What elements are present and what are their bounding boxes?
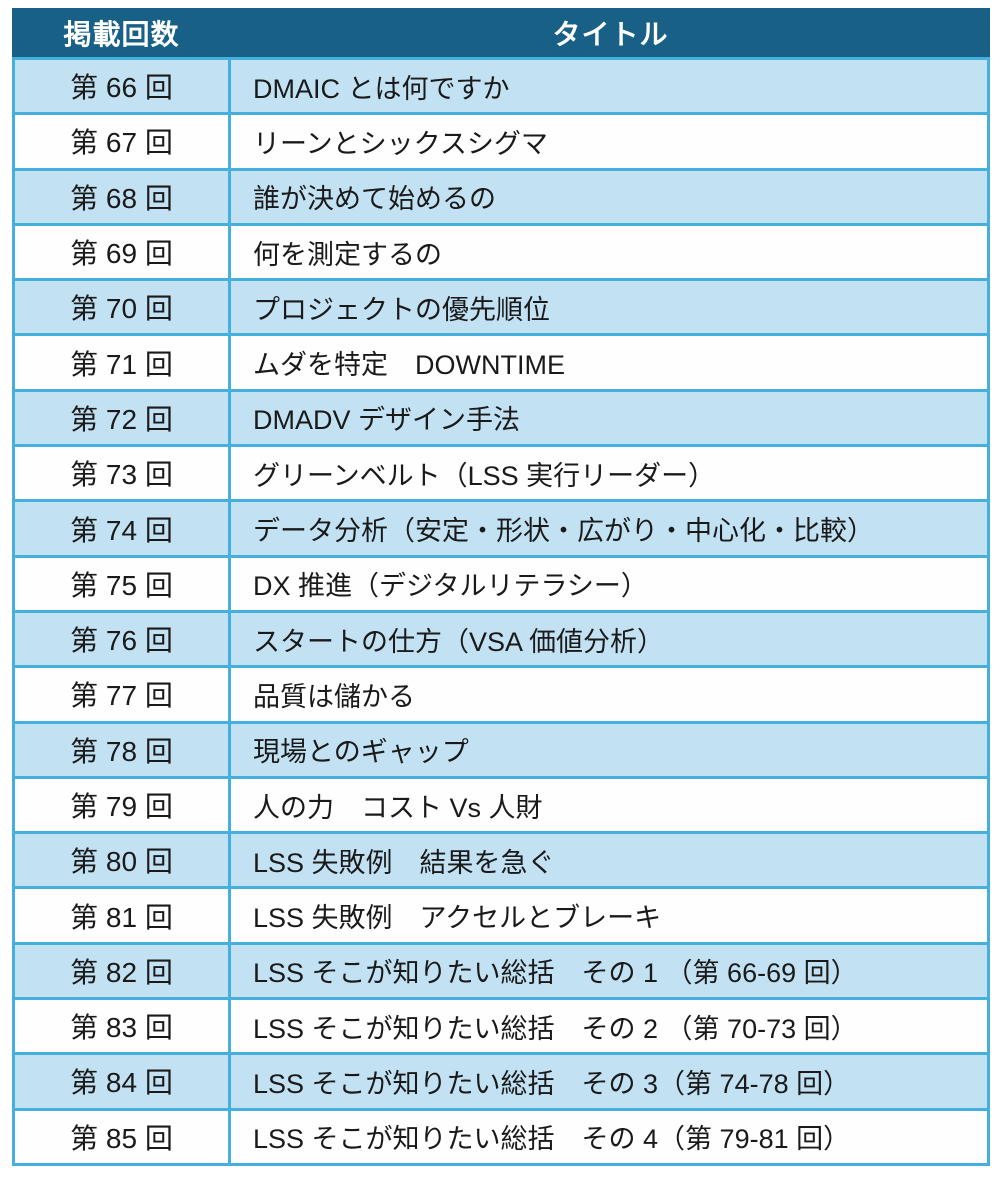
title-cell: データ分析（安定・形状・広がり・中心化・比較） <box>253 516 874 547</box>
table-row: 第 74 回 データ分析（安定・形状・広がり・中心化・比較） <box>15 502 987 558</box>
episode-cell: 第 75 回 <box>15 557 231 610</box>
title-cell: 人の力 コスト Vs 人財 <box>253 792 543 823</box>
table-body: 第 66 回 DMAIC とは何ですか 第 67 回 リーンとシックスシグマ 第… <box>12 57 990 1166</box>
episode-cell: 第 85 回 <box>15 1110 231 1163</box>
table-row: 第 76 回 スタートの仕方（VSA 価値分析） <box>15 612 987 669</box>
header-cell-title: タイトル <box>552 18 669 50</box>
title-cell: 誰が決めて始めるの <box>253 184 496 215</box>
episode-cell: 第 82 回 <box>15 944 231 998</box>
episode-cell: 第 66 回 <box>15 60 231 113</box>
table-row: 第 83 回 LSS そこが知りたい総括 その 2 （第 70-73 回） <box>15 1000 987 1056</box>
title-cell: LSS そこが知りたい総括 その 3（第 74-78 回） <box>253 1068 851 1099</box>
header-cell-episode: 掲載回数 <box>63 18 180 50</box>
title-cell: DMADV デザイン手法 <box>253 405 521 436</box>
episode-cell: 第 84 回 <box>15 1055 231 1108</box>
table-row: 第 75 回 DX 推進（デジタルリテラシー） <box>15 557 987 613</box>
title-cell: DMAIC とは何ですか <box>253 73 510 104</box>
table-header-row: 掲載回数 タイトル <box>12 8 990 57</box>
episode-cell: 第 78 回 <box>15 723 231 776</box>
table-row: 第 66 回 DMAIC とは何ですか <box>15 60 987 116</box>
title-cell: 何を測定するの <box>253 239 442 270</box>
episode-cell: 第 68 回 <box>15 170 231 223</box>
episode-cell: 第 74 回 <box>15 502 231 555</box>
title-cell: DX 推進（デジタルリテラシー） <box>253 571 648 602</box>
episode-cell: 第 77 回 <box>15 668 231 721</box>
table-row: 第 69 回 何を測定するの <box>15 225 987 282</box>
episode-cell: 第 69 回 <box>15 225 231 279</box>
episode-cell: 第 73 回 <box>15 447 231 500</box>
title-cell: 品質は儲かる <box>253 681 415 712</box>
table-row: 第 84 回 LSS そこが知りたい総括 その 3（第 74-78 回） <box>15 1055 987 1111</box>
episode-cell: 第 80 回 <box>15 834 231 887</box>
episode-cell: 第 72 回 <box>15 391 231 445</box>
table-row: 第 79 回 人の力 コスト Vs 人財 <box>15 778 987 835</box>
title-cell: LSS そこが知りたい総括 その 1 （第 66-69 回） <box>253 958 858 989</box>
title-cell: LSS 失敗例 アクセルとブレーキ <box>253 903 662 934</box>
title-cell: 現場とのギャップ <box>253 737 469 768</box>
table-row: 第 80 回 LSS 失敗例 結果を急ぐ <box>15 834 987 890</box>
episode-cell: 第 67 回 <box>15 115 231 168</box>
table-row: 第 71 回 ムダを特定 DOWNTIME <box>15 336 987 392</box>
title-cell: ムダを特定 DOWNTIME <box>253 350 565 381</box>
table-row: 第 77 回 品質は儲かる <box>15 668 987 724</box>
title-cell: LSS そこが知りたい総括 その 4（第 79-81 回） <box>253 1124 851 1155</box>
table-row: 第 70 回 プロジェクトの優先順位 <box>15 281 987 337</box>
episode-cell: 第 70 回 <box>15 281 231 334</box>
episode-cell: 第 83 回 <box>15 1000 231 1053</box>
table-row: 第 68 回 誰が決めて始めるの <box>15 170 987 226</box>
title-cell: リーンとシックスシグマ <box>253 128 548 159</box>
title-cell: スタートの仕方（VSA 価値分析） <box>253 626 665 657</box>
title-cell: LSS そこが知りたい総括 その 2 （第 70-73 回） <box>253 1013 858 1044</box>
episode-cell: 第 79 回 <box>15 778 231 832</box>
table-row: 第 72 回 DMADV デザイン手法 <box>15 391 987 448</box>
table-row: 第 78 回 現場とのギャップ <box>15 723 987 779</box>
table-row: 第 67 回 リーンとシックスシグマ <box>15 115 987 171</box>
episode-cell: 第 76 回 <box>15 612 231 666</box>
table-row: 第 85 回 LSS そこが知りたい総括 その 4（第 79-81 回） <box>15 1110 987 1163</box>
table-row: 第 82 回 LSS そこが知りたい総括 その 1 （第 66-69 回） <box>15 944 987 1001</box>
episode-cell: 第 71 回 <box>15 336 231 389</box>
table-row: 第 73 回 グリーンベルト（LSS 実行リーダー） <box>15 447 987 503</box>
title-cell: LSS 失敗例 結果を急ぐ <box>253 847 555 878</box>
title-cell: グリーンベルト（LSS 実行リーダー） <box>253 460 716 491</box>
title-cell: プロジェクトの優先順位 <box>253 294 550 325</box>
table-row: 第 81 回 LSS 失敗例 アクセルとブレーキ <box>15 889 987 945</box>
article-index-table: 掲載回数 タイトル 第 66 回 DMAIC とは何ですか 第 67 回 リーン… <box>12 8 990 1166</box>
episode-cell: 第 81 回 <box>15 889 231 942</box>
